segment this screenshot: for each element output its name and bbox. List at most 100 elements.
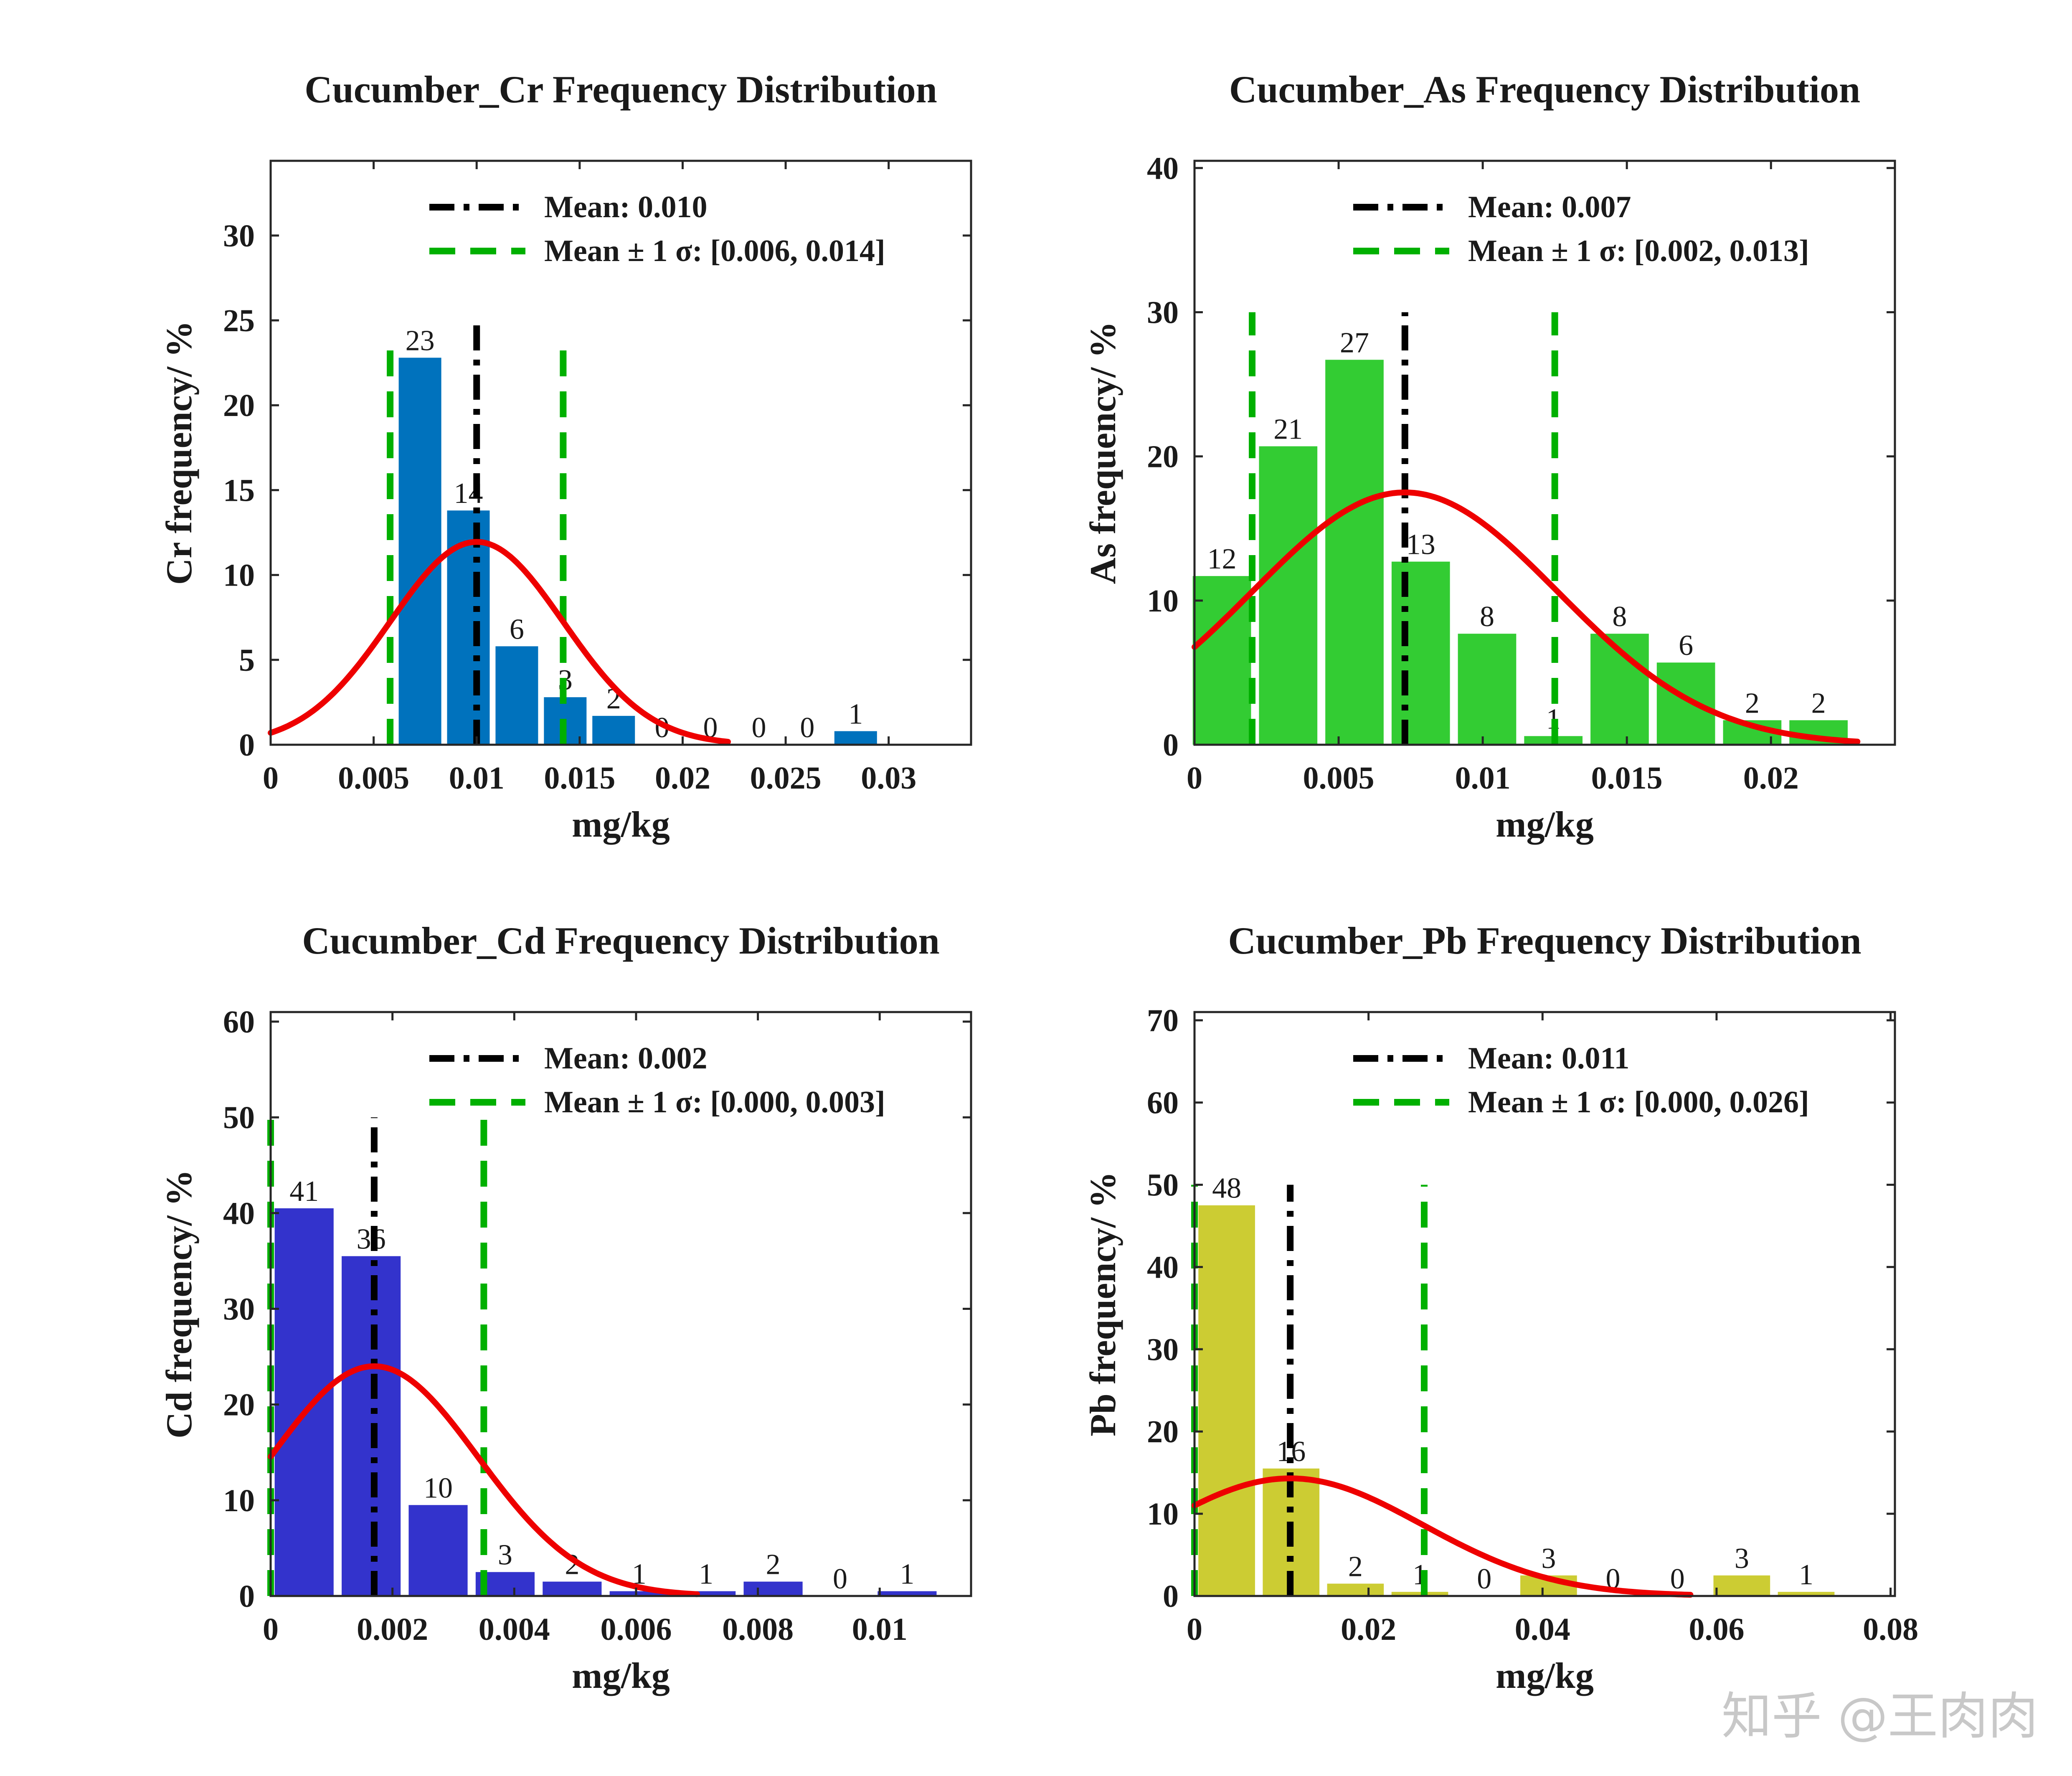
bar bbox=[398, 358, 441, 745]
bar bbox=[1391, 561, 1450, 745]
bar-value-label: 0 bbox=[1670, 1563, 1685, 1595]
bar-value-label: 1 bbox=[848, 698, 863, 730]
y-tick-label: 10 bbox=[1147, 584, 1179, 619]
x-tick-label: 0.01 bbox=[852, 1612, 908, 1647]
bar-value-label: 2 bbox=[1745, 687, 1760, 719]
bar-value-label: 2 bbox=[766, 1549, 781, 1581]
axes-box bbox=[269, 160, 972, 746]
x-tick-label: 0.025 bbox=[750, 761, 822, 796]
y-tick-label: 0 bbox=[1163, 1579, 1179, 1614]
y-tick-label: 20 bbox=[223, 388, 255, 423]
bar bbox=[1391, 1592, 1448, 1596]
fit-curve bbox=[268, 1363, 700, 1597]
legend-mean-label: Mean: 0.002 bbox=[544, 1041, 708, 1076]
y-tick-label: 5 bbox=[239, 643, 255, 678]
y-tick-label: 0 bbox=[1163, 728, 1179, 763]
bar-value-label: 2 bbox=[1348, 1550, 1363, 1583]
watermark-text: 知乎 @王肉肉 bbox=[1722, 1687, 2038, 1746]
y-tick-label: 70 bbox=[1147, 1003, 1179, 1038]
bar-value-label: 6 bbox=[510, 613, 524, 645]
y-tick-label: 20 bbox=[1147, 1414, 1179, 1449]
bar-value-label: 2 bbox=[1811, 687, 1826, 719]
bar bbox=[495, 646, 538, 745]
x-tick-label: 0 bbox=[1187, 761, 1202, 796]
y-tick-label: 15 bbox=[223, 473, 255, 508]
bar-value-label: 0 bbox=[833, 1563, 847, 1595]
x-tick-label: 0.08 bbox=[1863, 1612, 1918, 1647]
y-tick-label: 10 bbox=[1147, 1497, 1179, 1532]
bar-value-label: 0 bbox=[800, 712, 814, 744]
y-tick-label: 30 bbox=[223, 218, 255, 254]
x-tick-label: 0.02 bbox=[1341, 1612, 1396, 1647]
legend-sigma-label: Mean ± 1 σ: [0.000, 0.026] bbox=[1468, 1085, 1809, 1119]
chart-title: Cucumber_As Frequency Distribution bbox=[1229, 68, 1860, 111]
bar-value-label: 27 bbox=[1340, 327, 1369, 359]
y-tick-label: 40 bbox=[1147, 1250, 1179, 1285]
fit-curve bbox=[1192, 1475, 1694, 1598]
bar-value-label: 0 bbox=[1477, 1563, 1491, 1595]
bar bbox=[274, 1208, 334, 1596]
x-tick-label: 0.015 bbox=[544, 761, 615, 796]
bar bbox=[609, 1591, 669, 1596]
axes-box bbox=[1193, 160, 1896, 746]
bar-value-label: 3 bbox=[1541, 1543, 1556, 1575]
bar bbox=[1325, 360, 1384, 745]
x-tick-label: 0.015 bbox=[1591, 761, 1663, 796]
x-tick-label: 0.005 bbox=[338, 761, 409, 796]
x-axis-label: mg/kg bbox=[572, 1656, 670, 1696]
bar-value-label: 1 bbox=[900, 1558, 914, 1591]
bar-value-label: 3 bbox=[498, 1539, 512, 1571]
bar-value-label: 12 bbox=[1207, 543, 1237, 575]
y-tick-label: 30 bbox=[1147, 1332, 1179, 1367]
x-tick-label: 0.002 bbox=[357, 1612, 428, 1647]
x-tick-label: 0.005 bbox=[1303, 761, 1375, 796]
x-tick-label: 0 bbox=[1187, 1612, 1202, 1647]
y-tick-label: 25 bbox=[223, 303, 255, 338]
bar-value-label: 1 bbox=[699, 1558, 713, 1591]
x-tick-label: 0.006 bbox=[600, 1612, 672, 1647]
bar bbox=[1198, 1205, 1255, 1596]
y-axis-label: Cr frequency/ % bbox=[159, 321, 200, 585]
y-axis-label: Cd frequency/ % bbox=[159, 1170, 200, 1439]
bar-value-label: 3 bbox=[1735, 1543, 1749, 1575]
chart-panel-3: Cucumber_Cd Frequency Distribution413610… bbox=[159, 919, 972, 1696]
legend-sigma-label: Mean ± 1 σ: [0.000, 0.003] bbox=[544, 1085, 885, 1119]
bar bbox=[743, 1581, 803, 1596]
bar bbox=[877, 1591, 937, 1596]
bar-value-label: 21 bbox=[1273, 413, 1303, 445]
y-axis-label: Pb frequency/ % bbox=[1083, 1172, 1123, 1436]
x-tick-label: 0.004 bbox=[479, 1612, 550, 1647]
y-tick-label: 10 bbox=[223, 558, 255, 593]
bar bbox=[1713, 1575, 1770, 1596]
bar bbox=[1458, 634, 1517, 745]
bar-value-label: 8 bbox=[1480, 601, 1494, 633]
legend-sigma-label: Mean ± 1 σ: [0.006, 0.014] bbox=[544, 234, 885, 268]
x-tick-label: 0.06 bbox=[1689, 1612, 1744, 1647]
bar-value-label: 48 bbox=[1212, 1172, 1241, 1205]
bar bbox=[1778, 1592, 1835, 1596]
x-tick-label: 0.01 bbox=[449, 761, 505, 796]
x-axis-label: mg/kg bbox=[1496, 804, 1594, 845]
x-tick-label: 0 bbox=[263, 761, 279, 796]
bar bbox=[408, 1505, 468, 1596]
y-tick-label: 30 bbox=[223, 1291, 255, 1327]
y-tick-label: 60 bbox=[223, 1005, 255, 1040]
y-tick-label: 40 bbox=[1147, 151, 1179, 186]
y-axis-label: As frequency/ % bbox=[1083, 321, 1123, 584]
x-tick-label: 0.02 bbox=[655, 761, 710, 796]
axes-box bbox=[269, 1011, 972, 1597]
fit-curve bbox=[1192, 489, 1861, 745]
y-tick-label: 20 bbox=[223, 1388, 255, 1423]
bar-value-label: 41 bbox=[289, 1175, 319, 1208]
chart-title: Cucumber_Cr Frequency Distribution bbox=[304, 68, 937, 111]
bar bbox=[677, 1591, 736, 1596]
x-axis-label: mg/kg bbox=[572, 804, 670, 845]
chart-title: Cucumber_Pb Frequency Distribution bbox=[1228, 919, 1861, 962]
x-tick-label: 0.02 bbox=[1743, 761, 1799, 796]
bar-value-label: 6 bbox=[1679, 629, 1693, 662]
x-tick-label: 0.01 bbox=[1455, 761, 1511, 796]
x-axis-label: mg/kg bbox=[1496, 1656, 1594, 1696]
legend-mean-label: Mean: 0.007 bbox=[1468, 190, 1631, 224]
bar bbox=[1327, 1583, 1384, 1596]
